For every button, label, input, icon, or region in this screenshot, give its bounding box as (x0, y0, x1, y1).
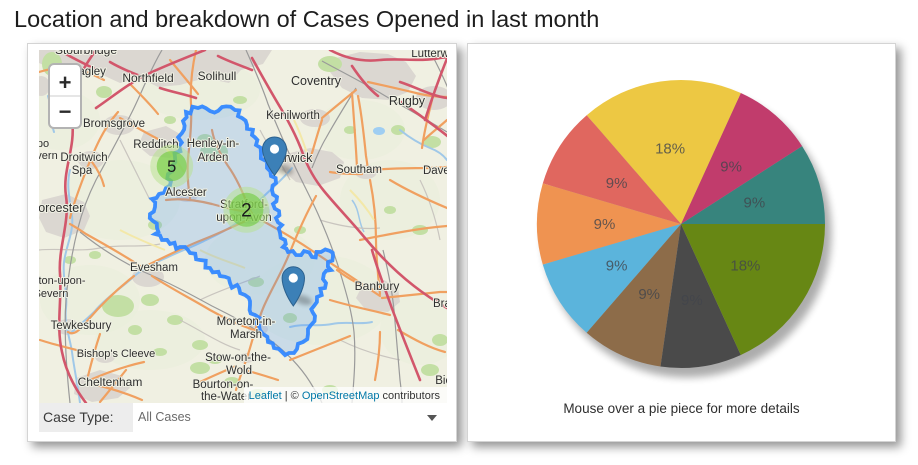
svg-text:Droitwich: Droitwich (60, 152, 107, 164)
svg-text:2: 2 (241, 201, 252, 222)
svg-text:Stourbridge: Stourbridge (55, 50, 117, 57)
svg-text:vern: vern (39, 150, 58, 162)
svg-text:Bromsgrove: Bromsgrove (83, 118, 145, 130)
svg-text:9%: 9% (638, 286, 660, 303)
svg-text:Solihull: Solihull (198, 69, 237, 83)
svg-text:9%: 9% (681, 292, 703, 309)
svg-text:Arden: Arden (198, 152, 229, 164)
svg-text:Tewkesbury: Tewkesbury (51, 320, 112, 332)
svg-text:Banbury: Banbury (355, 279, 400, 293)
svg-text:18%: 18% (730, 258, 760, 275)
svg-text:the-Water: the-Water (201, 391, 251, 403)
svg-text:Alcester: Alcester (165, 187, 207, 199)
svg-text:po: po (39, 138, 49, 150)
svg-text:−: − (59, 99, 72, 124)
svg-text:Evesham: Evesham (130, 262, 178, 274)
svg-text:Northfield: Northfield (122, 71, 173, 85)
svg-text:+: + (59, 70, 72, 95)
svg-text:Stow-on-the-: Stow-on-the- (205, 352, 271, 364)
svg-text:Bicester: Bicester (435, 375, 447, 387)
svg-text:Moreton-in-: Moreton-in- (217, 316, 276, 328)
svg-text:9%: 9% (606, 175, 628, 192)
svg-text:Southam: Southam (336, 164, 382, 176)
svg-text:9%: 9% (744, 195, 766, 212)
svg-text:Rugby: Rugby (389, 94, 426, 108)
svg-text:Upton-upon-: Upton-upon- (39, 275, 86, 287)
svg-text:5: 5 (167, 158, 176, 176)
svg-text:Daventry: Daventry (423, 165, 447, 177)
svg-text:Wold: Wold (226, 365, 252, 377)
svg-text:Cheltenham: Cheltenham (78, 375, 143, 389)
svg-text:Bourton-on-: Bourton-on- (193, 379, 254, 391)
svg-text:9%: 9% (606, 258, 628, 275)
svg-text:Coventry: Coventry (291, 74, 342, 88)
svg-text:Brackley: Brackley (433, 298, 447, 310)
svg-text:Kenilworth: Kenilworth (266, 110, 320, 122)
svg-text:Severn: Severn (39, 288, 68, 300)
svg-text:Worcester: Worcester (39, 201, 83, 215)
svg-text:Spa: Spa (72, 165, 93, 177)
svg-text:Lutterworth: Lutterworth (411, 50, 447, 60)
svg-text:Bishop's Cleeve: Bishop's Cleeve (77, 348, 156, 360)
svg-text:9%: 9% (720, 158, 742, 175)
svg-text:Leaflet | © OpenStreetMap cont: Leaflet | © OpenStreetMap contributors (249, 390, 441, 402)
svg-text:18%: 18% (655, 141, 685, 158)
svg-text:Henley-in-: Henley-in- (187, 138, 240, 150)
svg-text:Marsh: Marsh (230, 329, 262, 341)
svg-text:9%: 9% (594, 216, 616, 233)
